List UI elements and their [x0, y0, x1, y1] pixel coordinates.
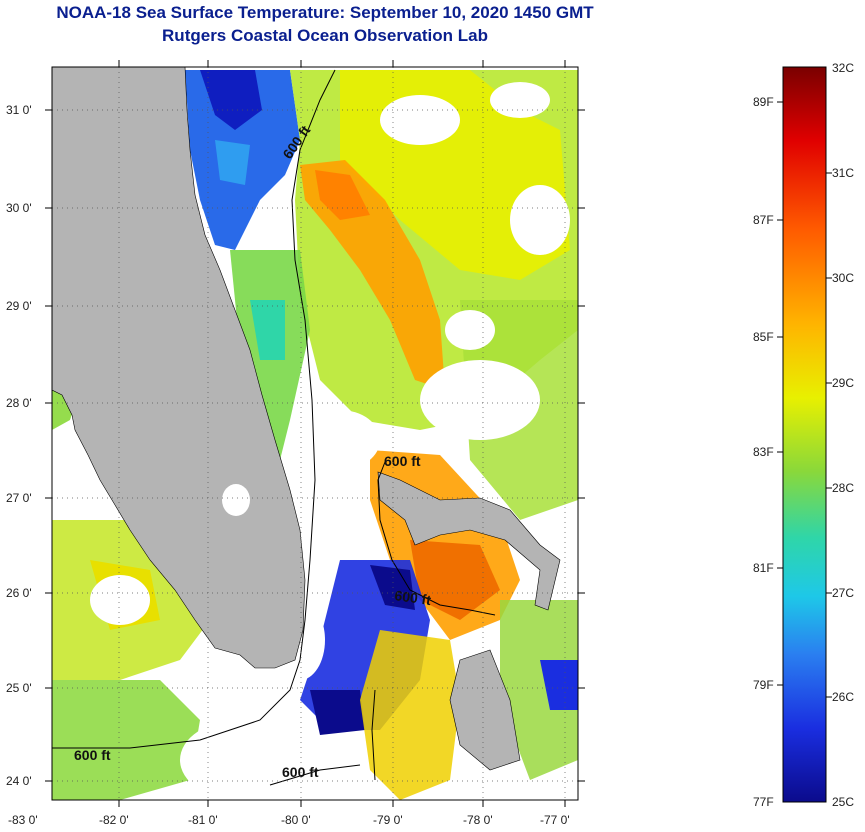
fahrenheit-label: 83F — [753, 445, 774, 459]
celsius-label: 32C — [832, 61, 854, 75]
lat-label: 27 0' — [6, 491, 32, 505]
celsius-label: 30C — [832, 271, 854, 285]
bahamas-land — [377, 471, 561, 611]
celsius-label: 28C — [832, 481, 854, 495]
colorbar-fahrenheit-labels: 89F 87F 85F 83F 81F 79F 77F — [753, 95, 774, 809]
fahrenheit-label: 89F — [753, 95, 774, 109]
fahrenheit-label: 81F — [753, 561, 774, 575]
lon-labels: -83 0' -82 0' -81 0' -80 0' -79 0' -78 0… — [8, 813, 570, 827]
andros-land — [449, 649, 521, 771]
map-subtitle: Rutgers Coastal Ocean Observation Lab — [162, 26, 488, 45]
isobath-label: 600 ft — [74, 747, 111, 763]
fahrenheit-label: 79F — [753, 678, 774, 692]
celsius-label: 26C — [832, 690, 854, 704]
lon-label: -80 0' — [281, 813, 311, 827]
celsius-label: 31C — [832, 166, 854, 180]
axis-ticks — [45, 60, 585, 807]
fahrenheit-label: 77F — [753, 795, 774, 809]
lat-label: 25 0' — [6, 681, 32, 695]
celsius-label: 25C — [832, 795, 854, 809]
lon-label: -77 0' — [540, 813, 570, 827]
sst-data-area — [52, 67, 578, 800]
lat-label: 26 0' — [6, 586, 32, 600]
lon-label: -78 0' — [463, 813, 493, 827]
lon-label: -79 0' — [373, 813, 403, 827]
celsius-label: 29C — [832, 376, 854, 390]
lake-okeechobee — [222, 484, 250, 516]
lat-label: 28 0' — [6, 396, 32, 410]
map-title: NOAA-18 Sea Surface Temperature: Septemb… — [56, 3, 594, 22]
colorbar-ticks — [777, 101, 832, 698]
lat-labels: 31 0' 30 0' 29 0' 28 0' 27 0' 26 0' 25 0… — [6, 103, 32, 788]
lat-label: 24 0' — [6, 774, 32, 788]
isobath-label: 600 ft — [384, 453, 421, 469]
celsius-label: 27C — [832, 586, 854, 600]
lat-label: 29 0' — [6, 299, 32, 313]
colorbar-celsius-labels: 32C 31C 30C 29C 28C 27C 26C 25C — [832, 61, 854, 809]
graticule — [52, 67, 578, 800]
isobath-600ft — [52, 69, 496, 786]
lat-label: 31 0' — [6, 103, 32, 117]
map-frame — [51, 66, 579, 801]
fahrenheit-label: 85F — [753, 330, 774, 344]
isobath-label: 600 ft — [282, 764, 319, 780]
isobath-label: 600 ft — [394, 587, 433, 608]
lon-label: -83 0' — [8, 813, 38, 827]
colorbar — [782, 66, 827, 803]
fahrenheit-label: 87F — [753, 213, 774, 227]
lon-label: -81 0' — [188, 813, 218, 827]
florida-land — [52, 67, 306, 669]
lat-label: 30 0' — [6, 201, 32, 215]
lon-label: -82 0' — [99, 813, 129, 827]
